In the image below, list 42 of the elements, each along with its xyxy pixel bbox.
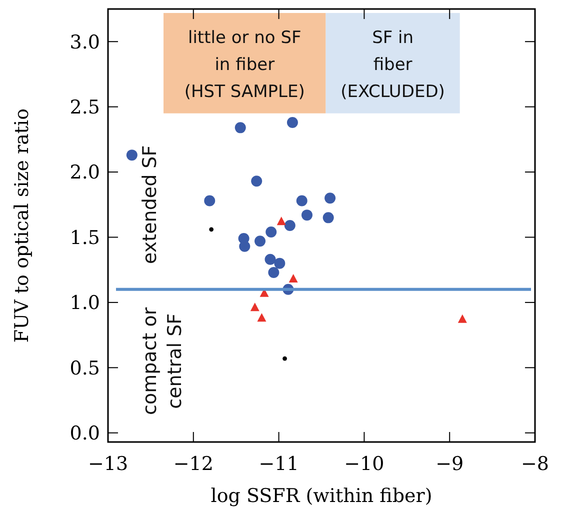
point — [257, 313, 266, 322]
y-tick-label: 1.0 — [70, 292, 100, 314]
x-tick-label: −10 — [344, 453, 384, 475]
point — [282, 356, 287, 361]
point — [458, 314, 467, 323]
point — [268, 266, 280, 278]
x-tick-label: −9 — [436, 453, 464, 475]
y-tick-label: 1.5 — [70, 226, 100, 249]
point — [126, 150, 138, 161]
band-label: little or no SF in fiber (HST SAMPLE) — [184, 28, 305, 102]
x-tick-label: −12 — [173, 453, 214, 475]
point — [254, 236, 266, 247]
point — [288, 274, 298, 282]
point — [274, 258, 286, 269]
point — [284, 220, 296, 231]
x-tick-label: −13 — [88, 453, 128, 475]
y-tick-label: 0.5 — [70, 357, 100, 380]
point — [286, 116, 298, 128]
point — [250, 302, 260, 312]
band-label: SF in fiber (EXCLUDED) — [340, 28, 445, 102]
point — [264, 254, 276, 265]
x-axis-title: log SSFR (within fiber) — [210, 485, 432, 507]
point — [266, 226, 277, 238]
point — [322, 212, 334, 224]
y-tick-label: 2.5 — [70, 96, 100, 118]
point — [204, 195, 216, 206]
point — [239, 240, 250, 252]
x-tick-label: −11 — [258, 453, 299, 475]
point — [324, 192, 336, 204]
point — [276, 216, 286, 226]
y-tick-label: 3.0 — [70, 31, 100, 54]
point — [209, 227, 214, 232]
point — [234, 122, 246, 134]
y-axis-title: FUV to optical size ratio — [11, 108, 33, 343]
annotation: compact or central SF — [139, 307, 186, 415]
y-tick-label: 0.0 — [70, 422, 100, 445]
point — [251, 176, 262, 187]
annotation: extended SF — [139, 145, 161, 264]
x-tick-label: −8 — [520, 453, 550, 475]
point — [296, 195, 308, 206]
point — [301, 210, 312, 221]
y-tick-label: 2.0 — [70, 162, 100, 184]
